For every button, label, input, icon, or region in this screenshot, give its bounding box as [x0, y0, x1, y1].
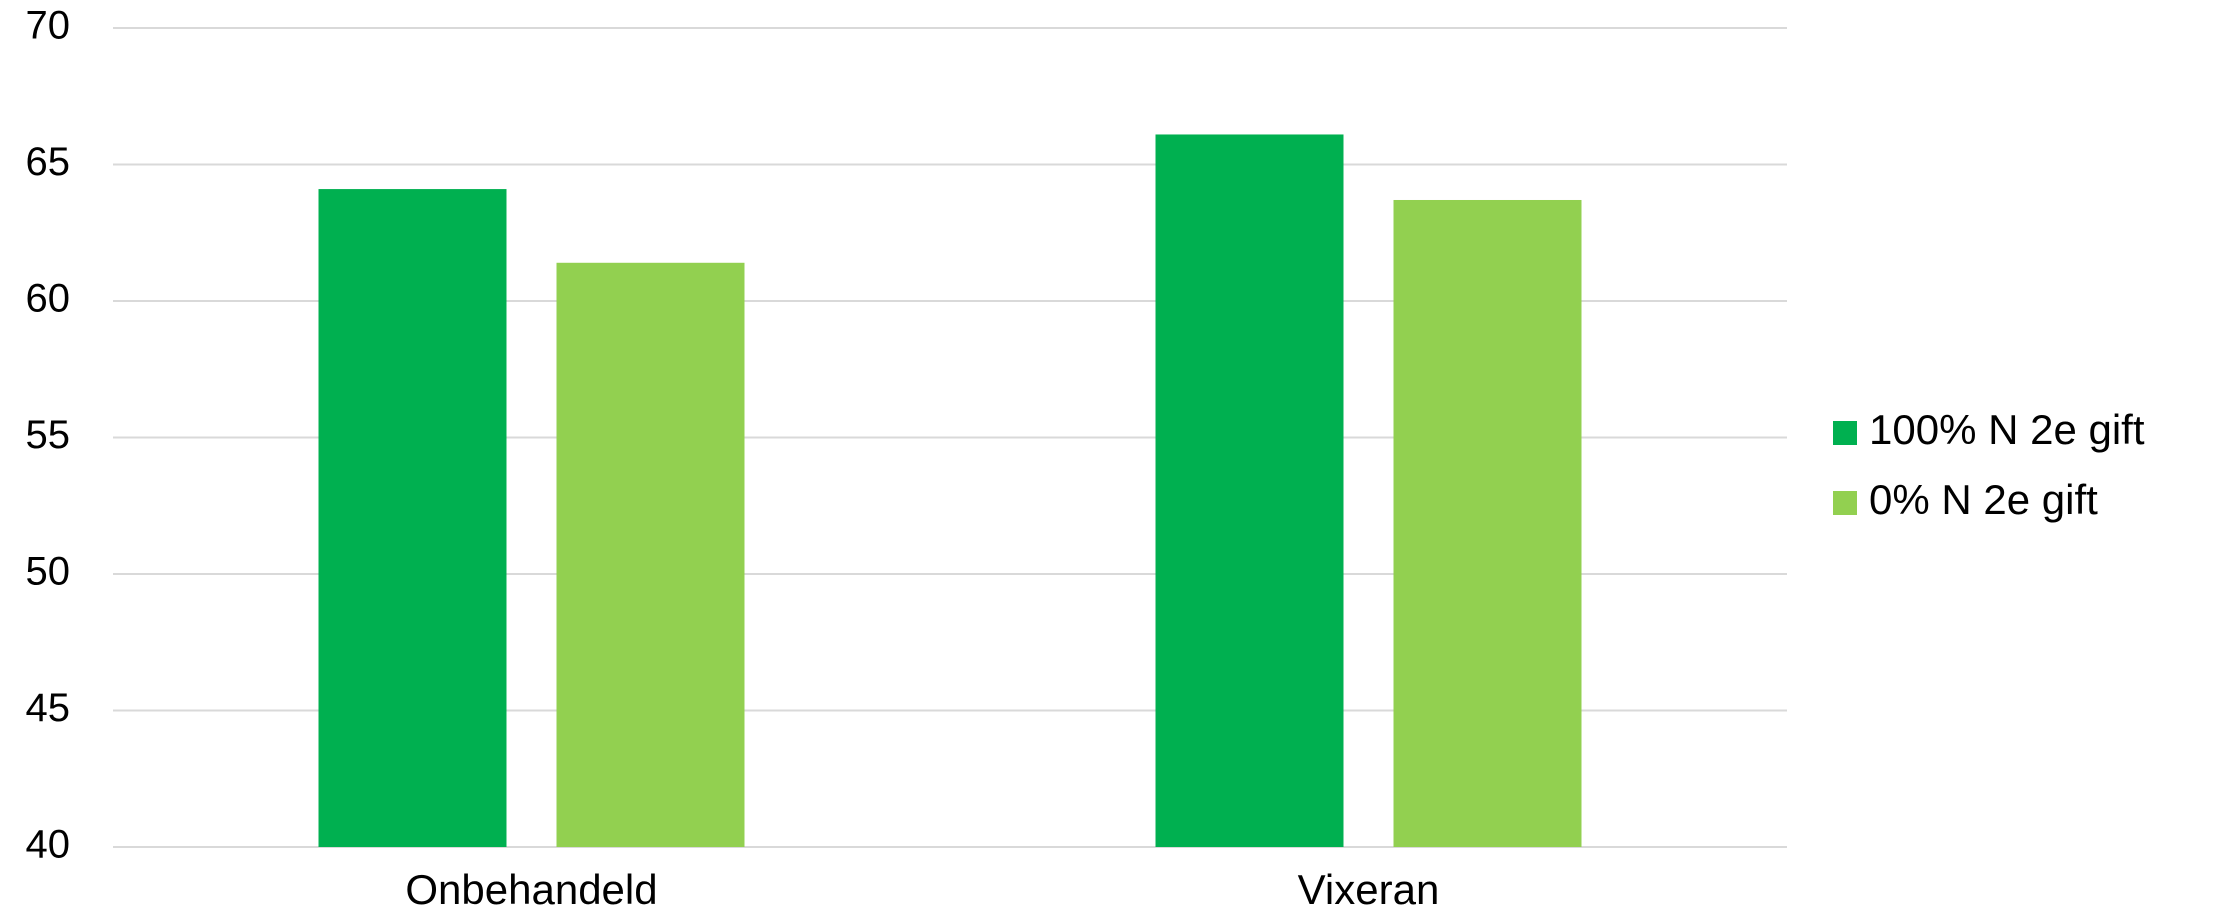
legend-label: 0% N 2e gift [1869, 476, 2098, 523]
bar-vixeran-series-1 [1155, 134, 1344, 848]
bar-onbehandeld-series-2 [556, 262, 745, 847]
legend-swatch [1833, 491, 1857, 515]
category-label: Vixeran [1298, 866, 1440, 913]
y-tick-label: 40 [26, 823, 71, 867]
y-tick-label: 65 [26, 140, 71, 184]
y-tick-label: 55 [26, 413, 71, 457]
legend-label: 100% N 2e gift [1869, 406, 2145, 453]
bar-vixeran-series-2 [1393, 199, 1582, 848]
category-label: Onbehandeld [405, 866, 657, 913]
bars [318, 134, 1582, 848]
bar-onbehandeld-series-1 [318, 189, 507, 847]
x-axis-category-labels: Onbehandeld Vixeran [405, 866, 1439, 913]
legend-swatch [1833, 421, 1857, 445]
y-tick-label: 60 [26, 277, 71, 321]
y-tick-label: 50 [26, 550, 71, 594]
legend: 100% N 2e gift 0% N 2e gift [1833, 406, 2145, 523]
y-tick-label: 70 [26, 4, 71, 48]
y-axis-tick-labels: 40 45 50 55 60 65 70 [26, 4, 71, 867]
y-tick-label: 45 [26, 686, 71, 730]
